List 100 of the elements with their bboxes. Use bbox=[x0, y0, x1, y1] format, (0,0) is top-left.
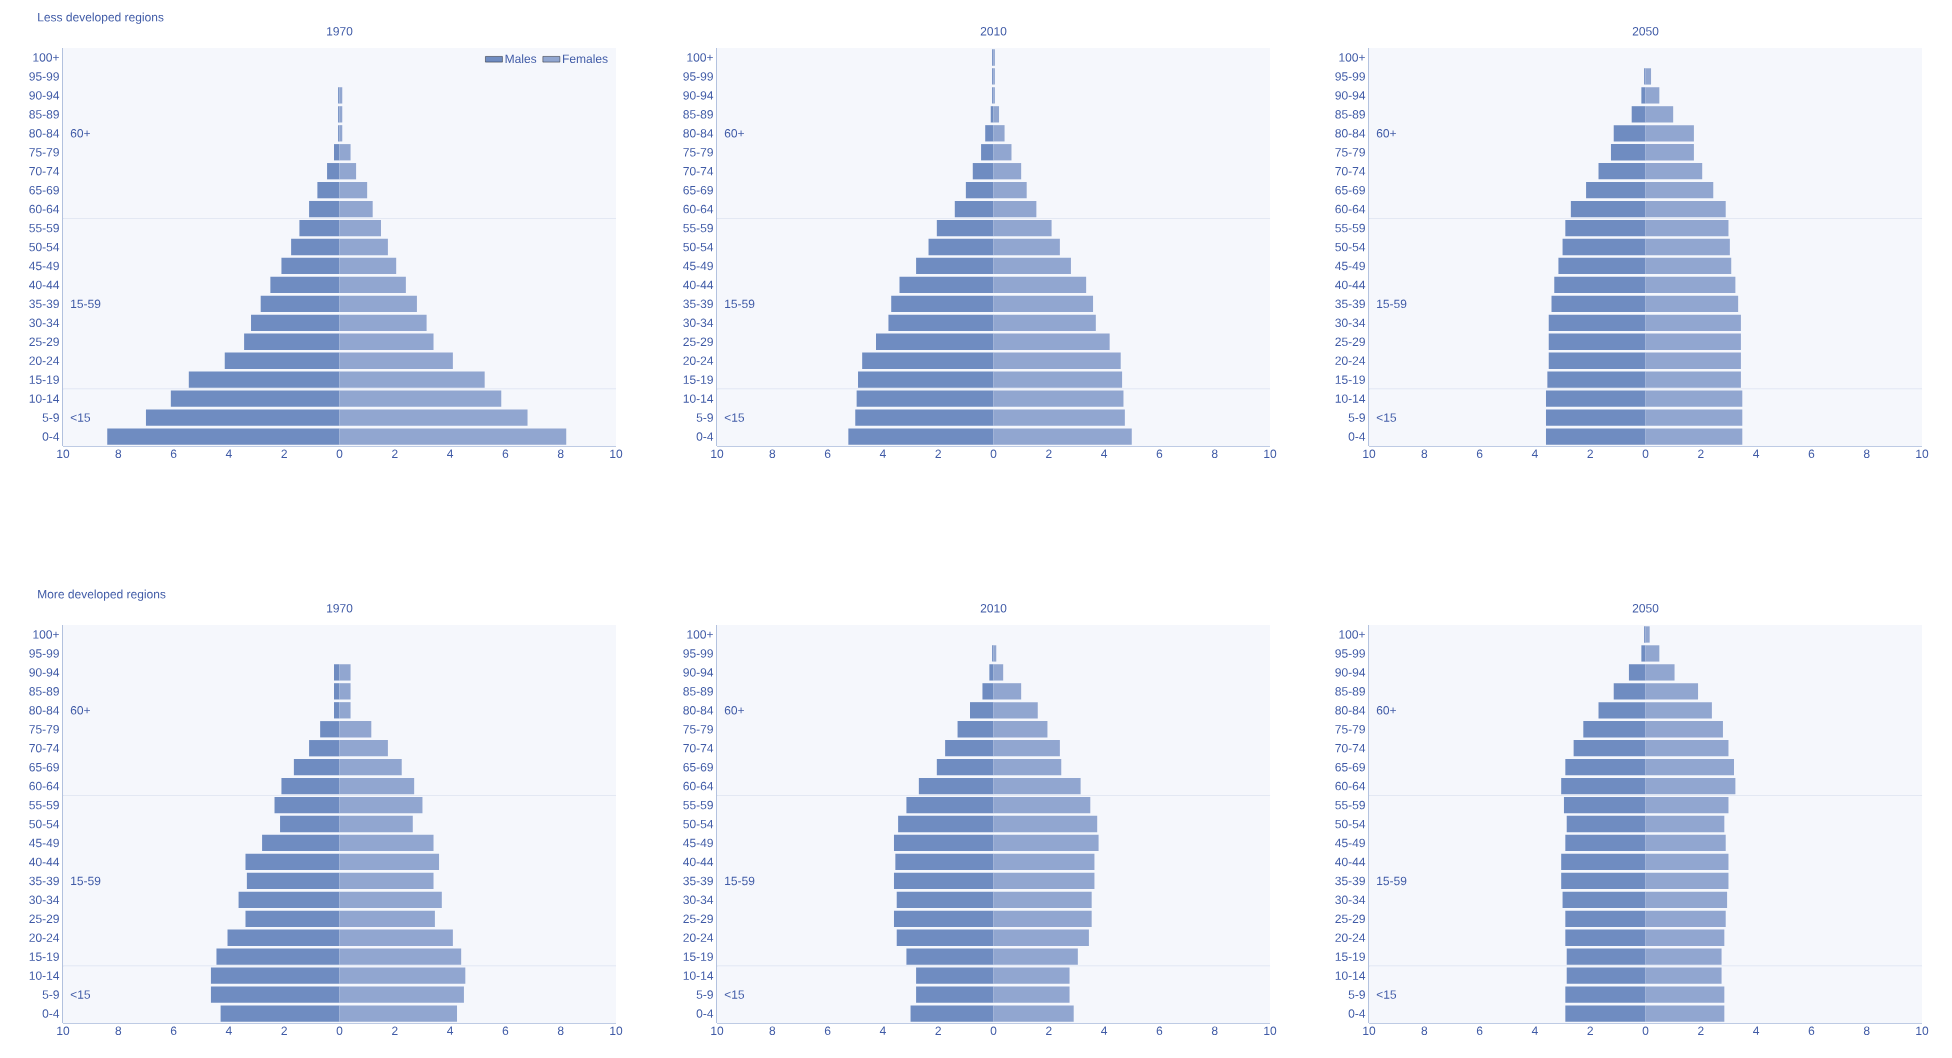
y-tick-label: 70-74 bbox=[683, 166, 714, 176]
bar bbox=[1562, 238, 1646, 256]
bar bbox=[893, 872, 994, 890]
x-tick-label: 6 bbox=[1156, 1026, 1163, 1036]
y-tick-label: 40-44 bbox=[29, 857, 60, 867]
legend-label: Females bbox=[563, 54, 608, 63]
bar bbox=[262, 834, 340, 852]
y-tick-label: 25-29 bbox=[29, 337, 59, 347]
y-tick-label: 40-44 bbox=[1335, 857, 1366, 867]
y-tick-label: 0-4 bbox=[1348, 1009, 1366, 1018]
bar bbox=[916, 986, 994, 1003]
bar bbox=[993, 929, 1089, 946]
bar bbox=[916, 257, 994, 275]
bar bbox=[993, 891, 1092, 908]
bar bbox=[1645, 333, 1741, 350]
y-tick-label: 40-44 bbox=[683, 280, 714, 290]
y-tick-label: 85-89 bbox=[29, 687, 59, 696]
bar bbox=[270, 276, 340, 294]
y-tick-label: 70-74 bbox=[29, 166, 60, 176]
bar bbox=[993, 683, 1022, 700]
bar bbox=[1645, 200, 1726, 218]
y-tick-label: 60-64 bbox=[683, 204, 714, 214]
bar bbox=[1645, 1005, 1725, 1022]
bar bbox=[339, 759, 402, 776]
x-tick-label: 10 bbox=[1264, 1026, 1277, 1036]
bar bbox=[993, 834, 1099, 852]
y-tick-label: 10-14 bbox=[1335, 394, 1366, 403]
y-tick-label: 20-24 bbox=[683, 356, 714, 365]
x-tick-label: 8 bbox=[1211, 449, 1218, 459]
bar bbox=[339, 948, 462, 965]
x-tick-label: 4 bbox=[879, 449, 886, 458]
bar bbox=[244, 333, 340, 350]
bar bbox=[1565, 759, 1646, 776]
y-tick-label: 5-9 bbox=[696, 413, 713, 422]
bar bbox=[906, 948, 994, 965]
y-tick-label: 65-69 bbox=[683, 185, 713, 195]
bar bbox=[293, 759, 340, 776]
x-tick-label: 10 bbox=[57, 1026, 70, 1036]
bar bbox=[339, 910, 435, 927]
x-tick-label: 2 bbox=[1046, 449, 1052, 458]
x-tick-label: 10 bbox=[610, 1026, 623, 1036]
bar bbox=[972, 163, 994, 180]
bar bbox=[339, 777, 415, 795]
bar bbox=[1565, 986, 1646, 1003]
chart-title: 2050 bbox=[1632, 27, 1659, 36]
y-tick-label: 95-99 bbox=[29, 72, 59, 81]
bar bbox=[993, 371, 1123, 388]
bar bbox=[899, 276, 994, 294]
x-tick-label: 10 bbox=[1264, 449, 1277, 459]
bar bbox=[1641, 87, 1646, 104]
bar bbox=[1565, 1005, 1646, 1022]
bar bbox=[333, 683, 340, 700]
bar bbox=[280, 815, 340, 833]
bar bbox=[339, 815, 413, 833]
y-tick-label: 90-94 bbox=[683, 91, 714, 100]
x-tick-label: 0 bbox=[336, 1026, 343, 1036]
bar bbox=[339, 967, 466, 984]
bar bbox=[936, 219, 994, 237]
bar bbox=[309, 740, 340, 757]
bar bbox=[1645, 796, 1729, 814]
y-tick-label: 80-84 bbox=[683, 129, 714, 138]
bar bbox=[928, 238, 994, 256]
y-tick-label: 15-19 bbox=[683, 375, 713, 384]
bar bbox=[993, 257, 1071, 275]
bar bbox=[1562, 891, 1646, 908]
bar bbox=[339, 683, 351, 700]
y-tick-label: 85-89 bbox=[683, 110, 713, 119]
y-tick-label: 10-14 bbox=[29, 394, 60, 403]
band-label: 15-59 bbox=[71, 876, 101, 886]
band-label: <15 bbox=[724, 413, 745, 422]
bar bbox=[993, 409, 1125, 426]
bar bbox=[1645, 219, 1729, 237]
bar bbox=[993, 276, 1087, 294]
bar bbox=[339, 182, 368, 199]
bar bbox=[1645, 626, 1650, 643]
bar bbox=[1558, 257, 1646, 275]
bar bbox=[1645, 182, 1714, 199]
y-tick-label: 90-94 bbox=[1335, 91, 1366, 100]
y-tick-label: 0-4 bbox=[42, 1009, 60, 1018]
y-tick-label: 95-99 bbox=[683, 649, 713, 658]
y-tick-label: 65-69 bbox=[29, 762, 59, 772]
y-tick-label: 35-39 bbox=[683, 876, 713, 886]
y-tick-label: 0-4 bbox=[1348, 432, 1366, 441]
bar bbox=[1645, 409, 1743, 426]
bar bbox=[855, 409, 994, 426]
bar bbox=[993, 967, 1070, 984]
bar bbox=[339, 1005, 458, 1022]
bar bbox=[238, 891, 340, 908]
chart-title: 2050 bbox=[1632, 604, 1659, 613]
band-label: 15-59 bbox=[725, 299, 755, 309]
y-tick-label: 90-94 bbox=[29, 91, 60, 100]
x-tick-label: 10 bbox=[1363, 1026, 1376, 1036]
bar bbox=[891, 295, 994, 313]
bar bbox=[993, 872, 1095, 890]
bar bbox=[1561, 853, 1646, 871]
bar bbox=[945, 740, 994, 757]
y-tick-label: 0-4 bbox=[42, 432, 60, 441]
bar bbox=[1645, 702, 1712, 719]
bar bbox=[1645, 68, 1652, 85]
bar bbox=[339, 219, 381, 237]
